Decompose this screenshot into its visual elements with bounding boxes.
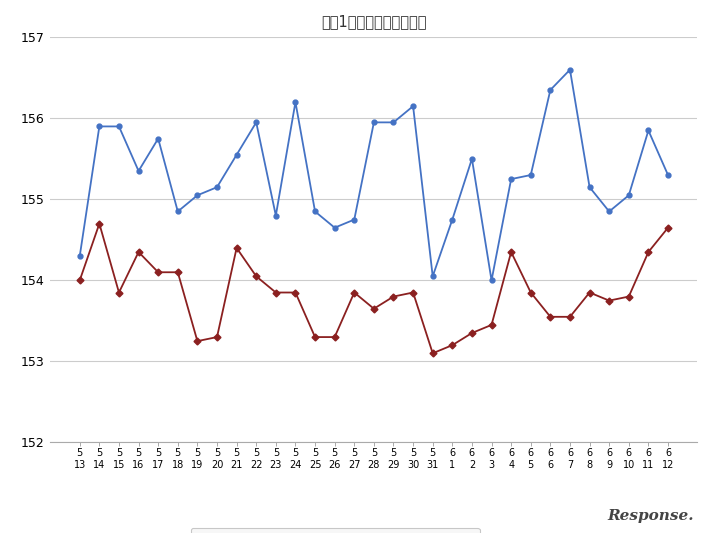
ハイオク看板価格（円／L） bbox=[350, 216, 359, 223]
ハイオク実売価格（円／L） bbox=[350, 289, 359, 296]
Title: 最近1ヶ月のハイオク価格: 最近1ヶ月のハイオク価格 bbox=[321, 14, 426, 29]
ハイオク実売価格（円／L） bbox=[370, 305, 378, 312]
Line: ハイオク看板価格（円／L）: ハイオク看板価格（円／L） bbox=[78, 67, 670, 283]
ハイオク実売価格（円／L） bbox=[605, 297, 613, 304]
ハイオク実売価格（円／L） bbox=[134, 249, 143, 255]
ハイオク看板価格（円／L） bbox=[213, 184, 221, 190]
ハイオク看板価格（円／L） bbox=[664, 172, 672, 178]
ハイオク看板価格（円／L） bbox=[526, 172, 535, 178]
Line: ハイオク実売価格（円／L）: ハイオク実売価格（円／L） bbox=[78, 221, 670, 356]
ハイオク看板価格（円／L） bbox=[272, 212, 280, 219]
ハイオク看板価格（円／L） bbox=[311, 208, 319, 215]
ハイオク実売価格（円／L） bbox=[154, 269, 162, 276]
ハイオク実売価格（円／L） bbox=[213, 334, 221, 340]
ハイオク実売価格（円／L） bbox=[95, 221, 104, 227]
ハイオク実売価格（円／L） bbox=[173, 269, 182, 276]
ハイオク看板価格（円／L） bbox=[487, 277, 496, 284]
ハイオク看板価格（円／L） bbox=[507, 176, 516, 182]
ハイオク看板価格（円／L） bbox=[252, 119, 260, 126]
ハイオク看板価格（円／L） bbox=[429, 273, 437, 279]
ハイオク看板価格（円／L） bbox=[370, 119, 378, 126]
ハイオク実売価格（円／L） bbox=[566, 313, 574, 320]
ハイオク実売価格（円／L） bbox=[448, 342, 457, 349]
ハイオク実売価格（円／L） bbox=[389, 293, 398, 300]
ハイオク実売価格（円／L） bbox=[546, 313, 554, 320]
ハイオク看板価格（円／L） bbox=[467, 156, 476, 162]
ハイオク看板価格（円／L） bbox=[409, 103, 418, 109]
ハイオク看板価格（円／L） bbox=[330, 224, 339, 231]
ハイオク看板価格（円／L） bbox=[605, 208, 613, 215]
ハイオク実売価格（円／L） bbox=[75, 277, 84, 284]
ハイオク実売価格（円／L） bbox=[644, 249, 653, 255]
ハイオク看板価格（円／L） bbox=[291, 99, 300, 106]
ハイオク実売価格（円／L） bbox=[664, 224, 672, 231]
ハイオク看板価格（円／L） bbox=[448, 216, 457, 223]
ハイオク実売価格（円／L） bbox=[232, 245, 241, 251]
ハイオク看板価格（円／L） bbox=[75, 253, 84, 259]
ハイオク実売価格（円／L） bbox=[507, 249, 516, 255]
ハイオク実売価格（円／L） bbox=[330, 334, 339, 340]
ハイオク看板価格（円／L） bbox=[173, 208, 182, 215]
ハイオク看板価格（円／L） bbox=[114, 123, 123, 130]
ハイオク実売価格（円／L） bbox=[409, 289, 418, 296]
ハイオク実売価格（円／L） bbox=[487, 322, 496, 328]
ハイオク実売価格（円／L） bbox=[429, 350, 437, 357]
ハイオク実売価格（円／L） bbox=[193, 338, 202, 344]
ハイオク実売価格（円／L） bbox=[114, 289, 123, 296]
ハイオク看板価格（円／L） bbox=[389, 119, 398, 126]
ハイオク看板価格（円／L） bbox=[566, 67, 574, 73]
ハイオク看板価格（円／L） bbox=[644, 127, 653, 134]
ハイオク実売価格（円／L） bbox=[311, 334, 319, 340]
ハイオク実売価格（円／L） bbox=[252, 273, 260, 279]
ハイオク実売価格（円／L） bbox=[467, 330, 476, 336]
ハイオク実売価格（円／L） bbox=[272, 289, 280, 296]
Legend: ハイオク看板価格（円／L）, ハイオク実売価格（円／L）: ハイオク看板価格（円／L）, ハイオク実売価格（円／L） bbox=[191, 528, 480, 533]
ハイオク看板価格（円／L） bbox=[585, 184, 594, 190]
ハイオク実売価格（円／L） bbox=[526, 289, 535, 296]
ハイオク実売価格（円／L） bbox=[291, 289, 300, 296]
ハイオク看板価格（円／L） bbox=[95, 123, 104, 130]
ハイオク実売価格（円／L） bbox=[625, 293, 633, 300]
ハイオク実売価格（円／L） bbox=[585, 289, 594, 296]
ハイオク看板価格（円／L） bbox=[134, 168, 143, 174]
ハイオク看板価格（円／L） bbox=[232, 151, 241, 158]
Text: Response.: Response. bbox=[608, 510, 694, 523]
ハイオク看板価格（円／L） bbox=[546, 87, 554, 93]
ハイオク看板価格（円／L） bbox=[193, 192, 202, 198]
ハイオク看板価格（円／L） bbox=[625, 192, 633, 198]
ハイオク看板価格（円／L） bbox=[154, 135, 162, 142]
